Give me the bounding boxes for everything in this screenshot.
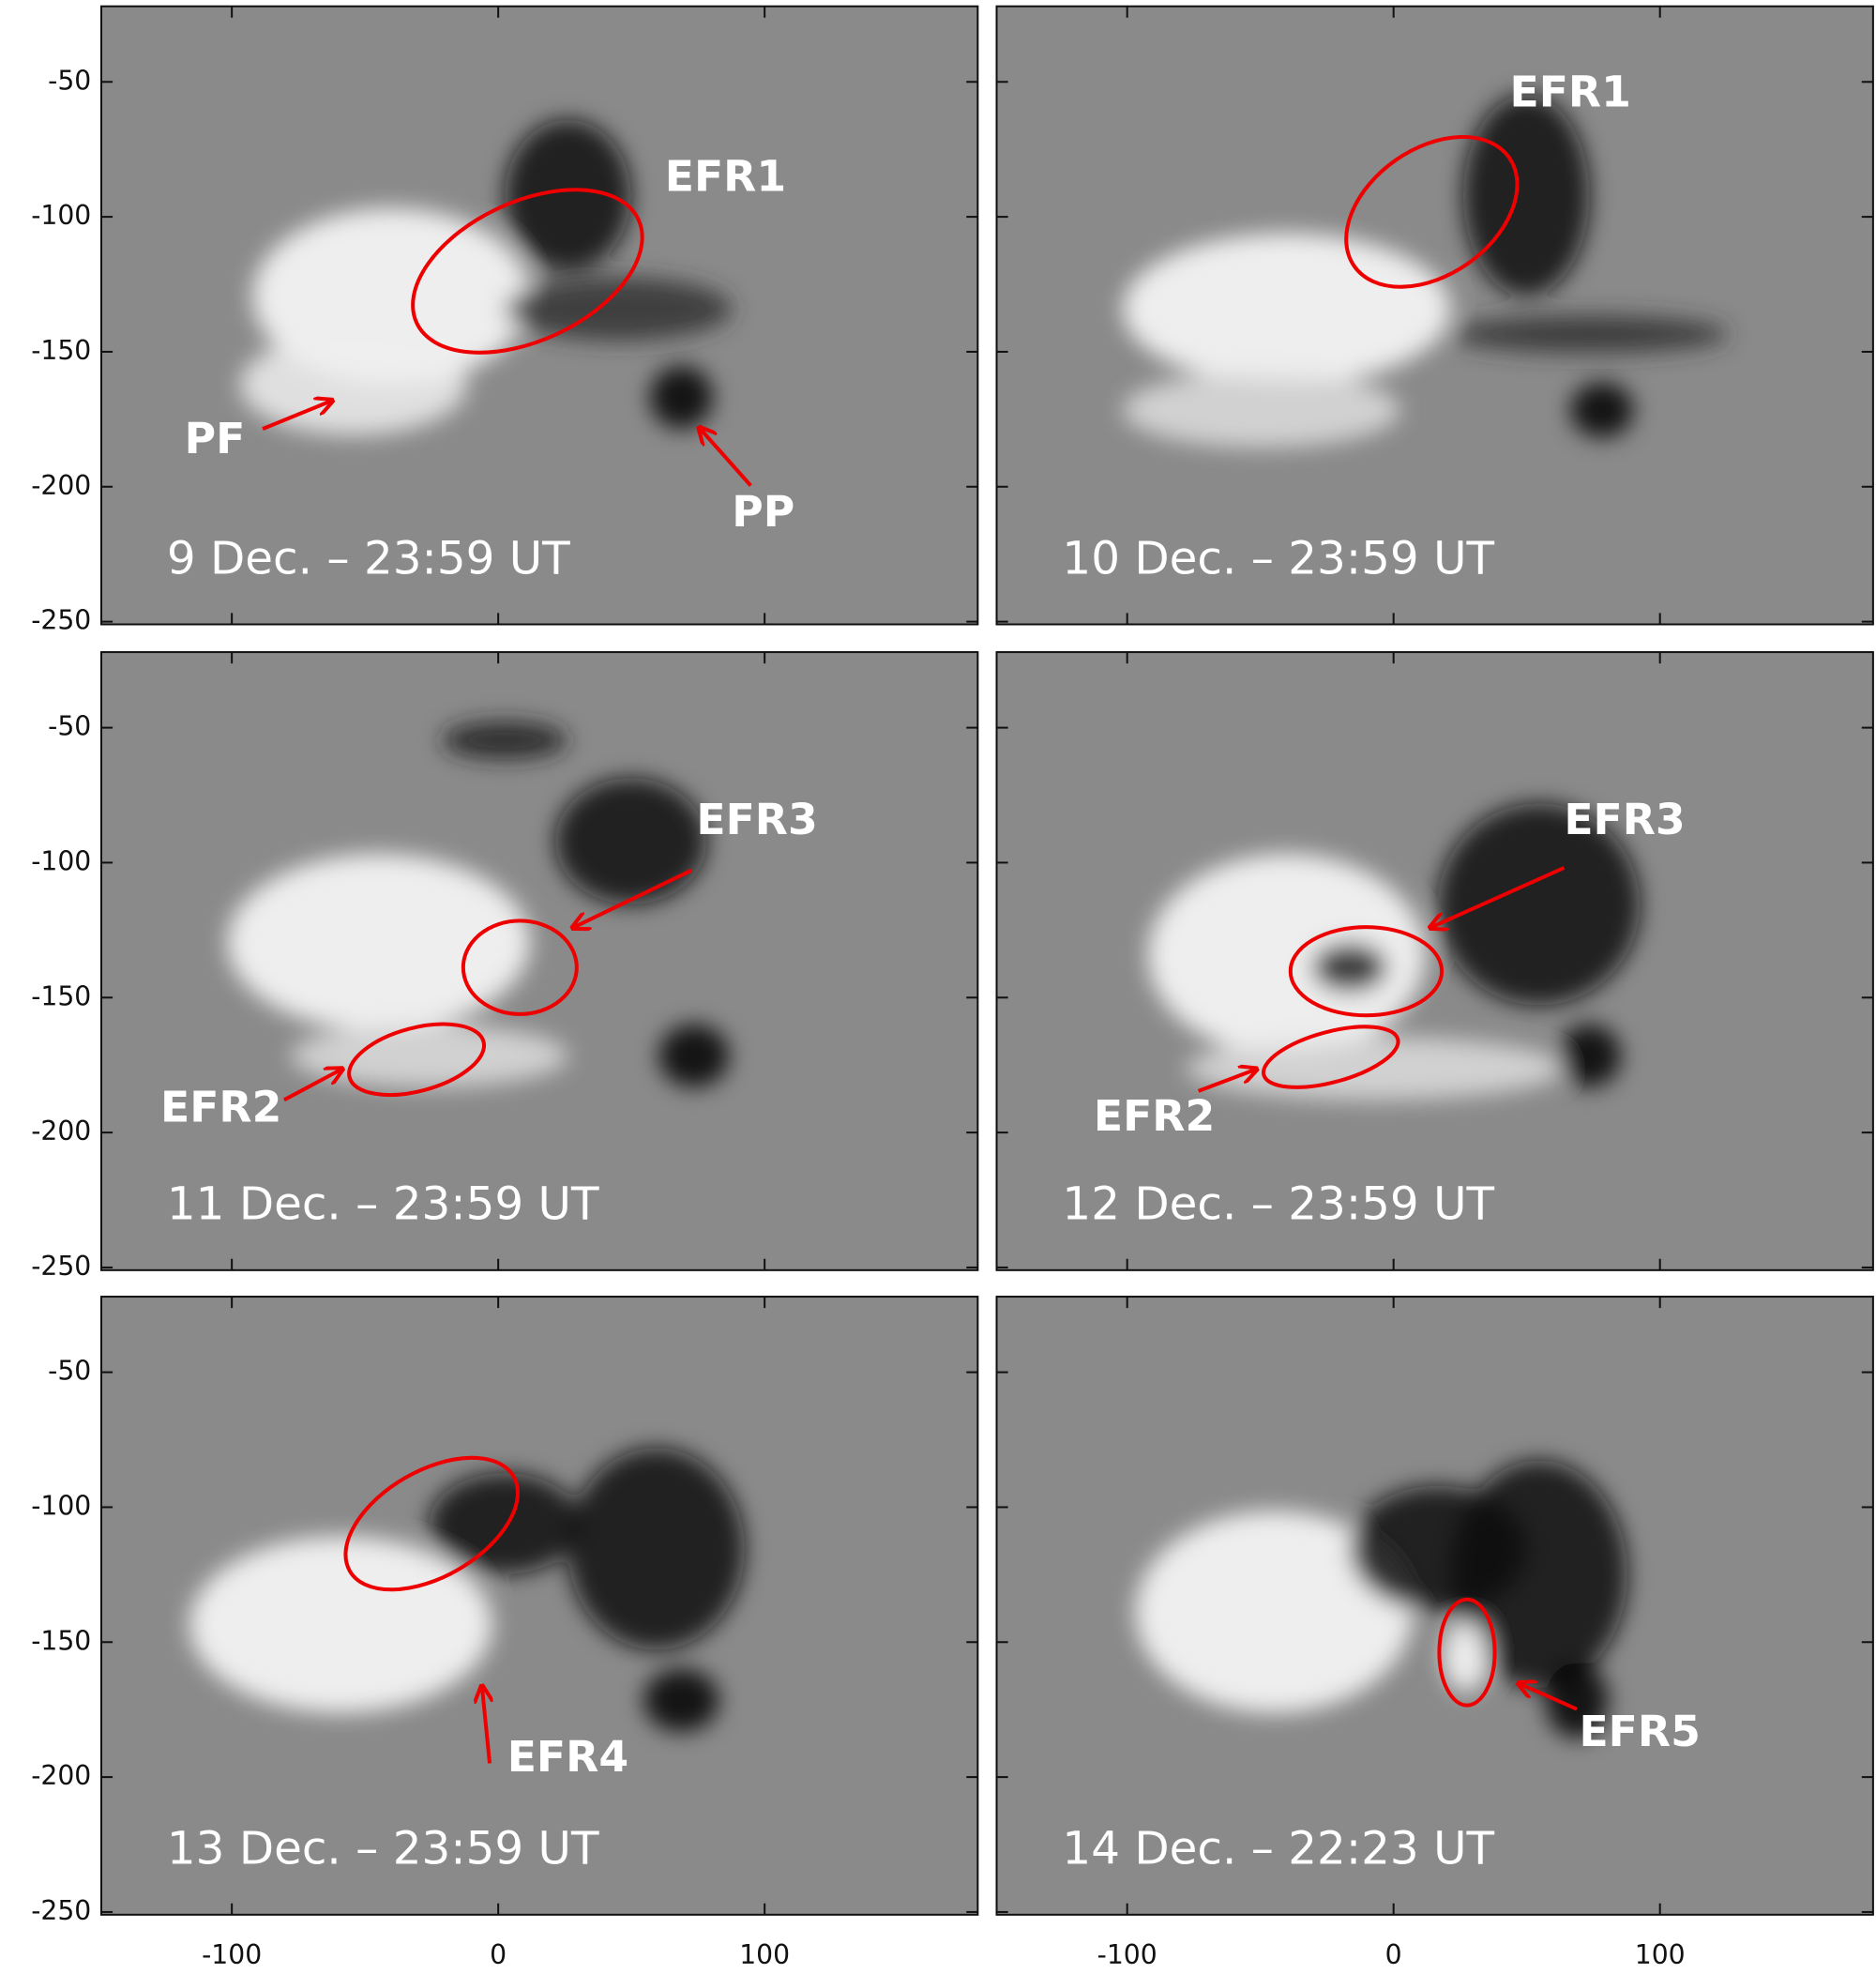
highlight-ellipse bbox=[347, 1022, 487, 1098]
panel: -50 -100 -150 -200 -250 -100 0 100 EFR4 13 Dec. –… bbox=[31, 1296, 979, 1970]
flux-patch bbox=[1545, 1662, 1609, 1739]
arrow bbox=[282, 1070, 340, 1102]
panel-frame bbox=[995, 1296, 1874, 1916]
flux-patch bbox=[567, 1448, 745, 1650]
magnetogram-background bbox=[996, 652, 1873, 1270]
y-tick-label: -50 bbox=[48, 711, 91, 742]
y-tick-label: -100 bbox=[31, 1490, 91, 1521]
annotation-label: EFR1 bbox=[665, 151, 786, 201]
y-tick-label: -50 bbox=[48, 65, 91, 96]
panel: EFR1 10 Dec. – 23:59 UT bbox=[995, 5, 1874, 626]
y-tick-label: -250 bbox=[31, 1251, 91, 1282]
arrow bbox=[1197, 1070, 1255, 1093]
arrow bbox=[1431, 866, 1566, 927]
flux-patch bbox=[1557, 1024, 1621, 1087]
y-tick-label: -150 bbox=[31, 980, 91, 1011]
panel-date-label: 13 Dec. – 23:59 UT bbox=[167, 1823, 599, 1875]
y-tick-label: -100 bbox=[31, 845, 91, 876]
highlight-ellipse bbox=[1344, 134, 1520, 289]
arrow bbox=[262, 402, 331, 431]
panel-date-label: 11 Dec. – 23:59 UT bbox=[167, 1178, 599, 1231]
magnetogram-features bbox=[1135, 1460, 1627, 1739]
panel-frame bbox=[99, 5, 979, 626]
panel-frame bbox=[99, 1296, 979, 1916]
flux-patch bbox=[505, 119, 631, 272]
annotation-label: EFR1 bbox=[1510, 67, 1631, 116]
x-tick-label: 100 bbox=[739, 1939, 790, 1970]
arrow bbox=[574, 868, 693, 927]
x-tick-label: -100 bbox=[202, 1939, 262, 1970]
panel: EFR3 EFR2 12 Dec. – 23:59 UT bbox=[995, 651, 1874, 1271]
y-tick-label: -150 bbox=[31, 335, 91, 366]
panel-date-label: 9 Dec. – 23:59 UT bbox=[167, 532, 570, 585]
flux-patch bbox=[1122, 372, 1400, 448]
flux-patch bbox=[239, 334, 467, 435]
highlight-ellipse bbox=[1437, 1597, 1497, 1708]
panel-date-label: 14 Dec. – 22:23 UT bbox=[1062, 1823, 1494, 1875]
highlight-ellipse bbox=[1288, 925, 1445, 1018]
annotation-label: EFR3 bbox=[696, 795, 817, 844]
highlight-ellipse bbox=[343, 1455, 521, 1592]
panel-frame bbox=[995, 651, 1874, 1271]
magnetogram-features bbox=[227, 721, 730, 1087]
flux-patch bbox=[643, 1668, 719, 1732]
flux-patch bbox=[1438, 803, 1641, 1006]
flux-patch bbox=[227, 854, 531, 1031]
x-tick-label: 0 bbox=[1385, 1939, 1402, 1970]
annotation-label: EFR2 bbox=[1094, 1091, 1215, 1141]
flux-patch bbox=[1122, 233, 1451, 386]
highlight-ellipse bbox=[461, 919, 579, 1016]
flux-patch bbox=[658, 1024, 730, 1087]
arrow bbox=[701, 429, 752, 487]
flux-patch bbox=[1443, 1620, 1489, 1692]
y-tick-label: -200 bbox=[31, 1116, 91, 1146]
x-tick-label: -100 bbox=[1097, 1939, 1157, 1970]
y-tick-label: -250 bbox=[31, 1895, 91, 1926]
arrow bbox=[482, 1688, 490, 1764]
x-tick-label: 0 bbox=[490, 1939, 507, 1970]
magnetogram-features bbox=[239, 119, 733, 435]
flux-patch bbox=[1147, 854, 1426, 1056]
panel: -100 0 100 EFR5 14 Dec. – 22:23 UT bbox=[995, 1296, 1874, 1970]
flux-patch bbox=[1462, 94, 1590, 296]
flux-patch bbox=[1135, 1511, 1414, 1713]
flux-patch bbox=[441, 721, 568, 760]
panel: -50 -100 -150 -200 -250 EFR1 PF PP 9 Dec. – 23:5… bbox=[31, 5, 979, 636]
highlight-ellipse bbox=[411, 188, 644, 355]
flux-patch bbox=[189, 1536, 492, 1713]
flux-patch bbox=[1570, 382, 1634, 438]
flux-patch bbox=[505, 277, 733, 341]
arrow bbox=[1520, 1684, 1578, 1711]
flux-patch bbox=[649, 365, 714, 430]
annotation-label: PF bbox=[185, 414, 246, 463]
flux-patch bbox=[290, 1024, 568, 1087]
flux-patch bbox=[554, 778, 707, 904]
highlight-ellipse bbox=[1262, 1025, 1400, 1089]
flux-patch bbox=[1311, 942, 1388, 994]
panel: -50 -100 -150 -200 -250 EFR3 EFR2 11 Dec. – 23:… bbox=[31, 651, 979, 1282]
y-tick-label: -200 bbox=[31, 470, 91, 501]
y-tick-label: -100 bbox=[31, 200, 91, 231]
flux-patch bbox=[1450, 315, 1729, 354]
y-tick-label: -200 bbox=[31, 1760, 91, 1791]
panel-frame bbox=[995, 5, 1874, 626]
annotation-label: EFR2 bbox=[160, 1083, 281, 1132]
flux-patch bbox=[1450, 1460, 1627, 1688]
annotation-label: EFR4 bbox=[507, 1732, 628, 1782]
annotation-label: EFR5 bbox=[1579, 1707, 1700, 1756]
flux-patch bbox=[429, 1473, 581, 1574]
y-tick-label: -50 bbox=[48, 1356, 91, 1387]
panel-date-label: 10 Dec. – 23:59 UT bbox=[1062, 532, 1494, 585]
panel-date-label: 12 Dec. – 23:59 UT bbox=[1062, 1178, 1494, 1231]
y-tick-label: -150 bbox=[31, 1625, 91, 1656]
annotation-label: PP bbox=[732, 487, 794, 537]
y-tick-label: -250 bbox=[31, 605, 91, 636]
magnetogram-features bbox=[189, 1448, 745, 1732]
x-tick-label: 100 bbox=[1635, 1939, 1686, 1970]
panel-frame bbox=[99, 651, 979, 1271]
annotation-label: EFR3 bbox=[1564, 795, 1685, 844]
